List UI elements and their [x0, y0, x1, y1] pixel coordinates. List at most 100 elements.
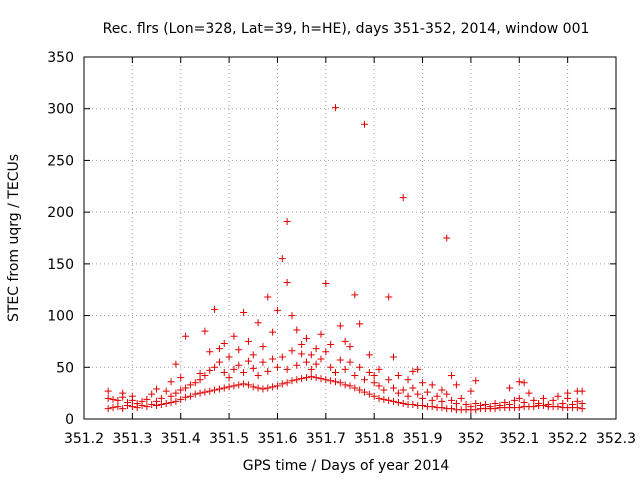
y-tick-label: 300 — [47, 102, 74, 118]
data-point — [370, 392, 378, 400]
data-point — [220, 368, 228, 376]
data-point — [448, 396, 456, 404]
data-point — [399, 399, 407, 407]
data-point — [177, 395, 185, 403]
data-point — [273, 363, 281, 371]
data-point — [317, 355, 325, 363]
data-point — [477, 402, 485, 410]
data-point — [288, 377, 296, 385]
data-point — [211, 386, 219, 394]
data-point — [539, 394, 547, 402]
data-point — [196, 369, 204, 377]
data-points — [104, 104, 586, 414]
data-point — [365, 351, 373, 359]
data-point — [380, 386, 388, 394]
y-tick-label: 250 — [47, 153, 74, 169]
data-point — [235, 346, 243, 354]
data-point — [138, 397, 146, 405]
data-point — [182, 393, 190, 401]
data-point — [399, 386, 407, 394]
data-point — [564, 389, 572, 397]
data-point — [196, 389, 204, 397]
data-point — [472, 406, 480, 414]
data-point — [312, 345, 320, 353]
axis-ticks — [83, 56, 617, 420]
data-point — [273, 306, 281, 314]
data-point — [109, 404, 117, 412]
x-tick-label: 352.1 — [499, 431, 539, 447]
data-point — [254, 319, 262, 327]
y-axis-label: STEC from uqrg / TECUs — [6, 154, 22, 322]
data-point — [215, 345, 223, 353]
data-point — [220, 339, 228, 347]
data-point — [317, 330, 325, 338]
data-point — [264, 293, 272, 301]
data-point — [341, 337, 349, 345]
data-point — [327, 363, 335, 371]
data-point — [568, 401, 576, 409]
data-point — [370, 372, 378, 380]
y-tick-label: 150 — [47, 257, 74, 273]
data-point — [298, 350, 306, 358]
data-point — [419, 394, 427, 402]
data-point — [375, 382, 383, 390]
x-axis-label: GPS time / Days of year 2014 — [243, 458, 450, 474]
data-point — [438, 397, 446, 405]
data-point — [220, 384, 228, 392]
data-point — [394, 372, 402, 380]
x-tick-label: 351.7 — [306, 431, 346, 447]
data-point — [520, 398, 528, 406]
data-point — [573, 404, 581, 412]
data-point — [535, 399, 543, 407]
y-tick-label: 0 — [65, 412, 74, 428]
y-tick-label: 50 — [56, 360, 74, 376]
data-point — [186, 381, 194, 389]
data-point — [462, 401, 470, 409]
data-point — [317, 375, 325, 383]
data-point — [428, 396, 436, 404]
data-point — [341, 381, 349, 389]
data-point — [278, 380, 286, 388]
data-point — [273, 382, 281, 390]
data-point — [530, 396, 538, 404]
data-point — [341, 365, 349, 373]
data-point — [244, 337, 252, 345]
data-point — [191, 379, 199, 387]
x-tick-label: 352 — [458, 431, 485, 447]
data-point — [515, 404, 523, 412]
data-point — [143, 403, 151, 411]
data-point — [167, 398, 175, 406]
x-tick-label: 351.4 — [161, 431, 201, 447]
x-tick-label: 352.3 — [596, 431, 636, 447]
data-point — [472, 377, 480, 385]
data-point — [215, 385, 223, 393]
data-point — [370, 379, 378, 387]
data-point — [201, 388, 209, 396]
y-tick-label: 100 — [47, 309, 74, 325]
data-point — [506, 384, 514, 392]
data-point — [191, 390, 199, 398]
data-point — [259, 358, 267, 366]
data-point — [390, 384, 398, 392]
data-point — [293, 376, 301, 384]
x-tick-label: 351.8 — [354, 431, 394, 447]
data-point — [254, 384, 262, 392]
data-point — [225, 383, 233, 391]
data-point — [331, 368, 339, 376]
data-point — [211, 305, 219, 313]
data-point — [278, 353, 286, 361]
data-point — [153, 385, 161, 393]
data-point — [419, 379, 427, 387]
data-point — [438, 404, 446, 412]
x-tick-label: 351.3 — [112, 431, 152, 447]
data-point — [336, 356, 344, 364]
data-point — [230, 382, 238, 390]
data-point — [423, 388, 431, 396]
data-point — [346, 343, 354, 351]
data-point — [438, 386, 446, 394]
data-point — [351, 384, 359, 392]
data-point — [452, 381, 460, 389]
data-point — [467, 387, 475, 395]
data-point — [225, 353, 233, 361]
